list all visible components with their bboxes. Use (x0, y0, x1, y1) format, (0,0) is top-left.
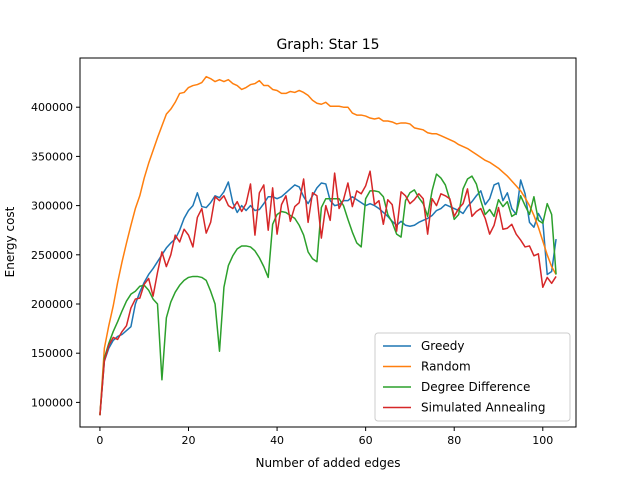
series-line-simulated-annealing (99, 170, 557, 416)
y-tick-label: 150000 (31, 347, 73, 360)
y-tick-label: 400000 (31, 101, 73, 114)
y-axis-label: Energy cost (3, 206, 17, 277)
y-tick-label: 100000 (31, 396, 73, 409)
legend-label: Random (421, 360, 471, 374)
legend-box (374, 332, 571, 422)
x-tick-label: 60 (359, 434, 373, 447)
y-tick-label: 200000 (31, 298, 73, 311)
y-tick-label: 250000 (31, 249, 73, 262)
x-tick-label: 40 (270, 434, 284, 447)
series-line-degree-difference (99, 173, 557, 416)
legend: Greedy Random Degree Difference Simulated A… (374, 332, 571, 422)
legend-label: Greedy (421, 339, 464, 353)
series-line-random (99, 75, 557, 416)
x-tick-label: 80 (447, 434, 461, 447)
legend-label: Degree Difference (421, 380, 530, 394)
x-tick-label: 0 (96, 434, 103, 447)
plot-area (79, 57, 577, 428)
x-tick-label: 20 (182, 434, 196, 447)
legend-label: Simulated Annealing (421, 401, 546, 415)
y-tick-label: 300000 (31, 200, 73, 213)
chart-title: Graph: Star 15 (276, 37, 379, 53)
x-tick-label: 100 (532, 434, 553, 447)
x-axis: 0 20 40 60 80 100 (96, 427, 553, 447)
y-axis: 100000 150000 200000 250000 300000 350000 4000… (31, 101, 80, 409)
series-layer (99, 75, 557, 416)
plot-frame (79, 57, 577, 428)
y-tick-label: 350000 (31, 150, 73, 163)
x-axis-label: Number of added edges (255, 456, 400, 470)
